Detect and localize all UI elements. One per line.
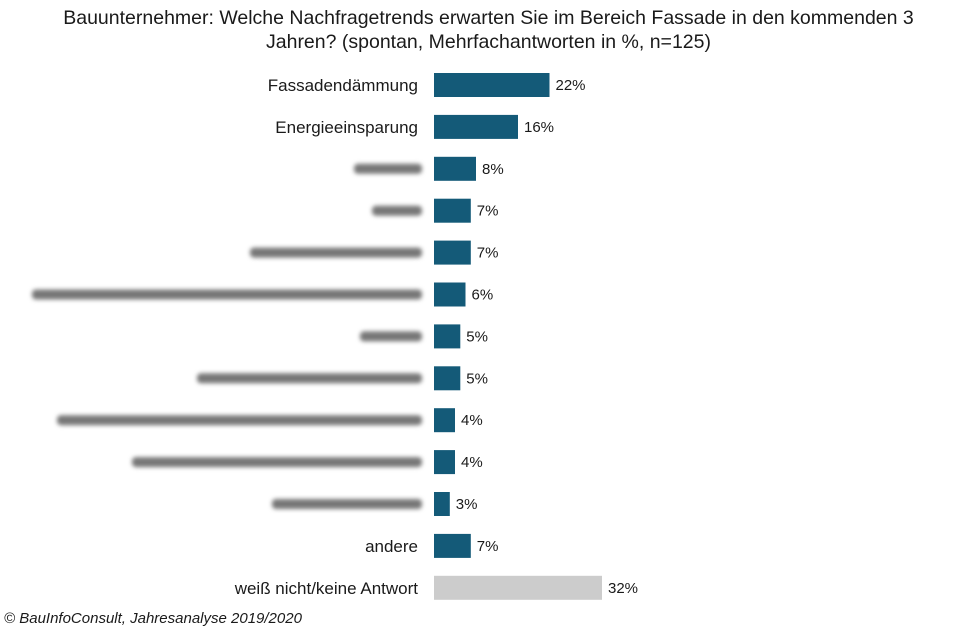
bar-12 bbox=[434, 575, 602, 600]
bar-11 bbox=[434, 533, 471, 558]
chart-title: Bauunternehmer: Welche Nachfragetrends e… bbox=[63, 7, 914, 53]
value-label-4: 7% bbox=[477, 245, 499, 262]
value-label-11: 7% bbox=[477, 538, 499, 555]
value-label-10: 3% bbox=[456, 496, 478, 513]
bar-9 bbox=[434, 450, 455, 475]
value-label-1: 16% bbox=[524, 119, 554, 136]
bar-2 bbox=[434, 156, 476, 181]
bar-10 bbox=[434, 492, 450, 516]
bar-6 bbox=[434, 324, 461, 349]
category-label-blurred-8 bbox=[57, 415, 422, 426]
category-label-blurred-3 bbox=[372, 205, 422, 216]
value-label-2: 8% bbox=[482, 161, 504, 178]
value-label-7: 5% bbox=[466, 370, 488, 387]
bar-5 bbox=[434, 282, 466, 307]
category-label-blurred-9 bbox=[132, 457, 422, 468]
bar-1 bbox=[434, 114, 518, 139]
value-label-0: 22% bbox=[556, 77, 586, 94]
category-label-0: Fassadendämmung bbox=[268, 76, 418, 95]
bar-8 bbox=[434, 408, 455, 433]
category-label-12: weiß nicht/keine Antwort bbox=[234, 579, 419, 598]
value-label-3: 7% bbox=[477, 203, 499, 220]
category-label-blurred-5 bbox=[32, 289, 422, 300]
value-label-5: 6% bbox=[472, 287, 494, 304]
category-label-blurred-4 bbox=[250, 247, 422, 258]
category-label-blurred-2 bbox=[354, 163, 422, 174]
category-label-blurred-10 bbox=[272, 499, 422, 509]
value-label-12: 32% bbox=[608, 580, 638, 597]
category-label-blurred-7 bbox=[197, 373, 422, 384]
value-label-8: 4% bbox=[461, 412, 483, 429]
bar-4 bbox=[434, 240, 471, 265]
bar-0 bbox=[434, 73, 550, 97]
bar-7 bbox=[434, 366, 461, 391]
category-label-11: andere bbox=[365, 537, 418, 556]
value-label-6: 5% bbox=[466, 328, 488, 345]
category-label-1: Energieeinsparung bbox=[275, 118, 418, 137]
copyright-footer: © BauInfoConsult, Jahresanalyse 2019/202… bbox=[4, 610, 302, 627]
value-label-9: 4% bbox=[461, 454, 483, 471]
category-label-blurred-6 bbox=[360, 331, 422, 342]
bar-3 bbox=[434, 198, 471, 223]
